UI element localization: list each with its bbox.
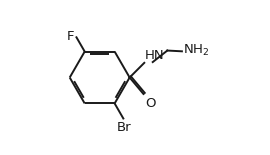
Text: F: F	[67, 30, 74, 43]
Text: O: O	[145, 97, 156, 110]
Text: NH$_2$: NH$_2$	[183, 43, 210, 58]
Text: Br: Br	[117, 121, 131, 134]
Text: HN: HN	[145, 49, 165, 62]
